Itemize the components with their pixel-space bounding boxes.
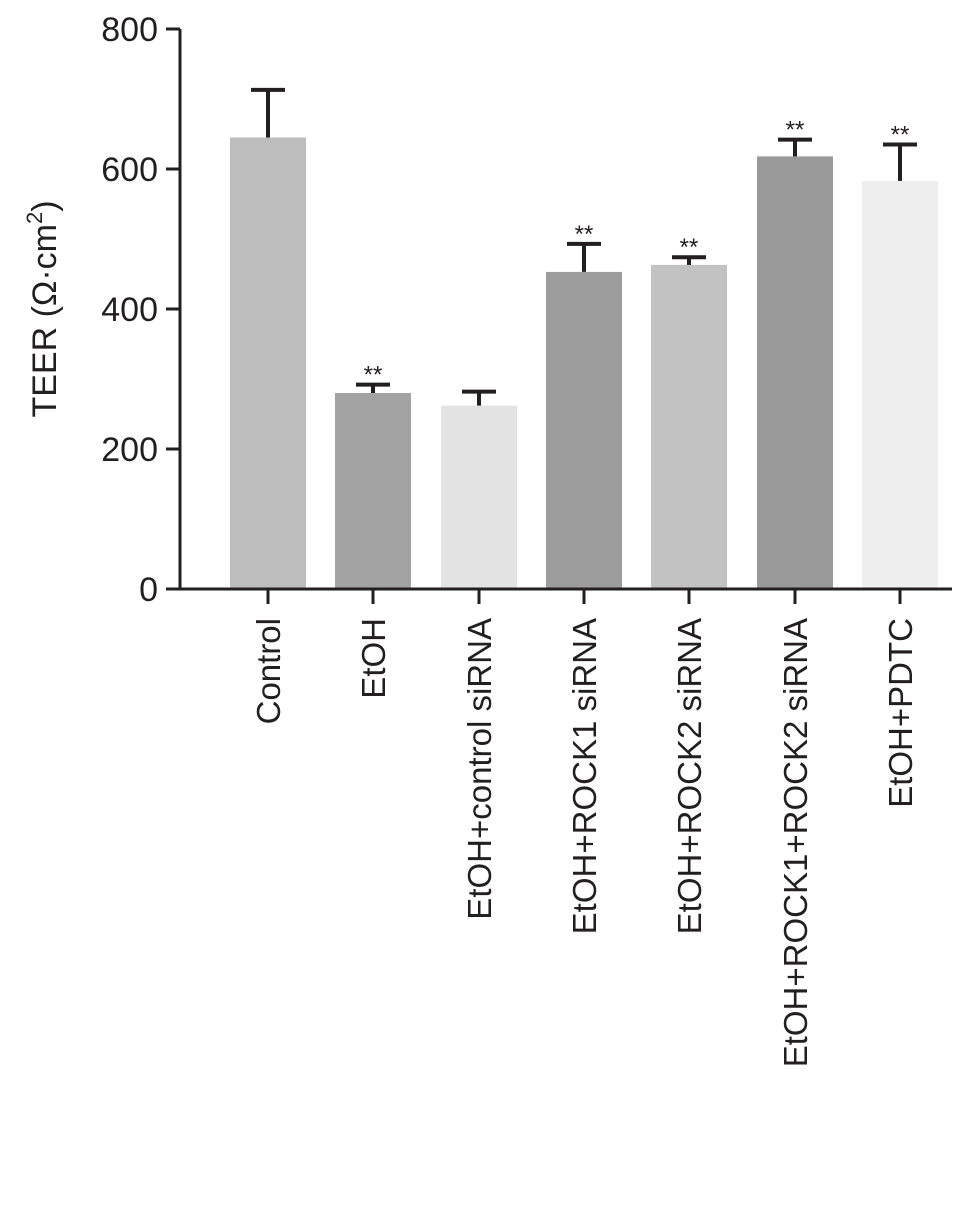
y-tick-label: 0	[139, 571, 158, 609]
bar	[335, 393, 411, 589]
y-tick-label: 200	[101, 431, 158, 469]
x-tick-label: EtOH+ROCK2 siRNA	[671, 618, 708, 934]
x-ticks-group: Control EtOH EtOH+control siRNA EtOH+ROCK1 …	[250, 589, 919, 1067]
y-axis-title-close: )	[26, 200, 64, 211]
x-tick-label: EtOH+ROCK1 siRNA	[566, 618, 603, 934]
x-tick-label: EtOH+PDTC	[882, 618, 919, 808]
x-tick-label: EtOH+control siRNA	[461, 618, 498, 920]
bar	[757, 156, 833, 589]
x-tick-label: EtOH	[355, 618, 392, 699]
y-axis-title-text: TEER (Ω·cm	[26, 224, 64, 418]
significance-label: **	[786, 117, 805, 144]
bar	[230, 137, 306, 589]
y-tick-label: 800	[101, 11, 158, 49]
y-axis-title-superscript: 2	[22, 212, 47, 224]
significance-label: **	[891, 122, 910, 149]
significance-label: **	[364, 362, 383, 389]
bar	[441, 405, 517, 589]
y-ticks-group: 0 200 400 600 800	[101, 11, 180, 609]
bar	[546, 271, 622, 589]
y-tick-label: 400	[101, 291, 158, 329]
significance-label: **	[575, 221, 594, 248]
bar	[651, 264, 727, 589]
significance-label: **	[680, 234, 699, 261]
x-tick-label: EtOH+ROCK1+ROCK2 siRNA	[777, 618, 814, 1067]
bar	[862, 180, 938, 589]
significance-group: ** ** ** ** **	[364, 117, 910, 389]
error-bars-group	[251, 87, 917, 406]
y-tick-label: 600	[101, 151, 158, 189]
x-tick-label: Control	[250, 618, 287, 724]
bars-group	[230, 137, 938, 589]
y-axis-title: TEER (Ω·cm2)	[22, 200, 64, 417]
